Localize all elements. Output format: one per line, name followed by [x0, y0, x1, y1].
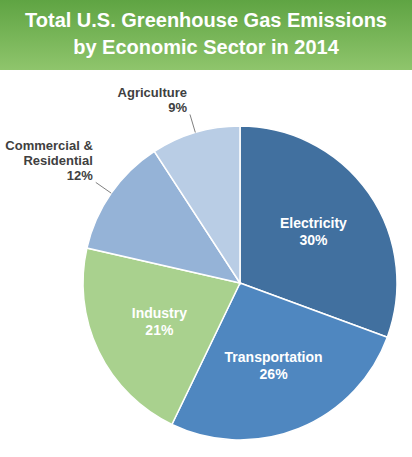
value-label: 12%: [67, 168, 93, 183]
slice: [154, 126, 240, 283]
labels: Electricity30% Transportation26% Industry2…: [5, 85, 347, 382]
value-label: 9%: [168, 100, 187, 115]
value-label: 30%: [299, 232, 328, 248]
chart: Total U.S. Greenhouse Gas Emissions by Ec…: [0, 0, 412, 457]
category-line: Agriculture: [118, 85, 187, 100]
category-line: Commercial &: [5, 138, 92, 153]
category-label: Transportation: [225, 349, 323, 365]
title: Total U.S. Greenhouse Gas Emissions by Ec…: [25, 9, 387, 58]
category-label: Agriculture: [118, 85, 187, 100]
category-line: Industry: [132, 305, 187, 321]
title-line: Total U.S. Greenhouse Gas Emissions: [25, 9, 387, 31]
title-banner: [0, 0, 412, 70]
category-line: Residential: [23, 153, 92, 168]
category-line: Transportation: [225, 349, 323, 365]
category-label: Electricity: [280, 215, 347, 231]
category-label: Commercial &Residential: [5, 138, 92, 168]
category-label: Industry: [132, 305, 187, 321]
leader-line: [96, 182, 111, 193]
value-label: 26%: [260, 366, 289, 382]
slices: [83, 126, 397, 440]
category-line: Electricity: [280, 215, 347, 231]
leader-line: [190, 114, 195, 132]
title-line: by Economic Sector in 2014: [73, 36, 340, 58]
value-label: 21%: [145, 322, 174, 338]
page: {"chart_data": {"type": "pie", "title": …: [0, 0, 412, 457]
